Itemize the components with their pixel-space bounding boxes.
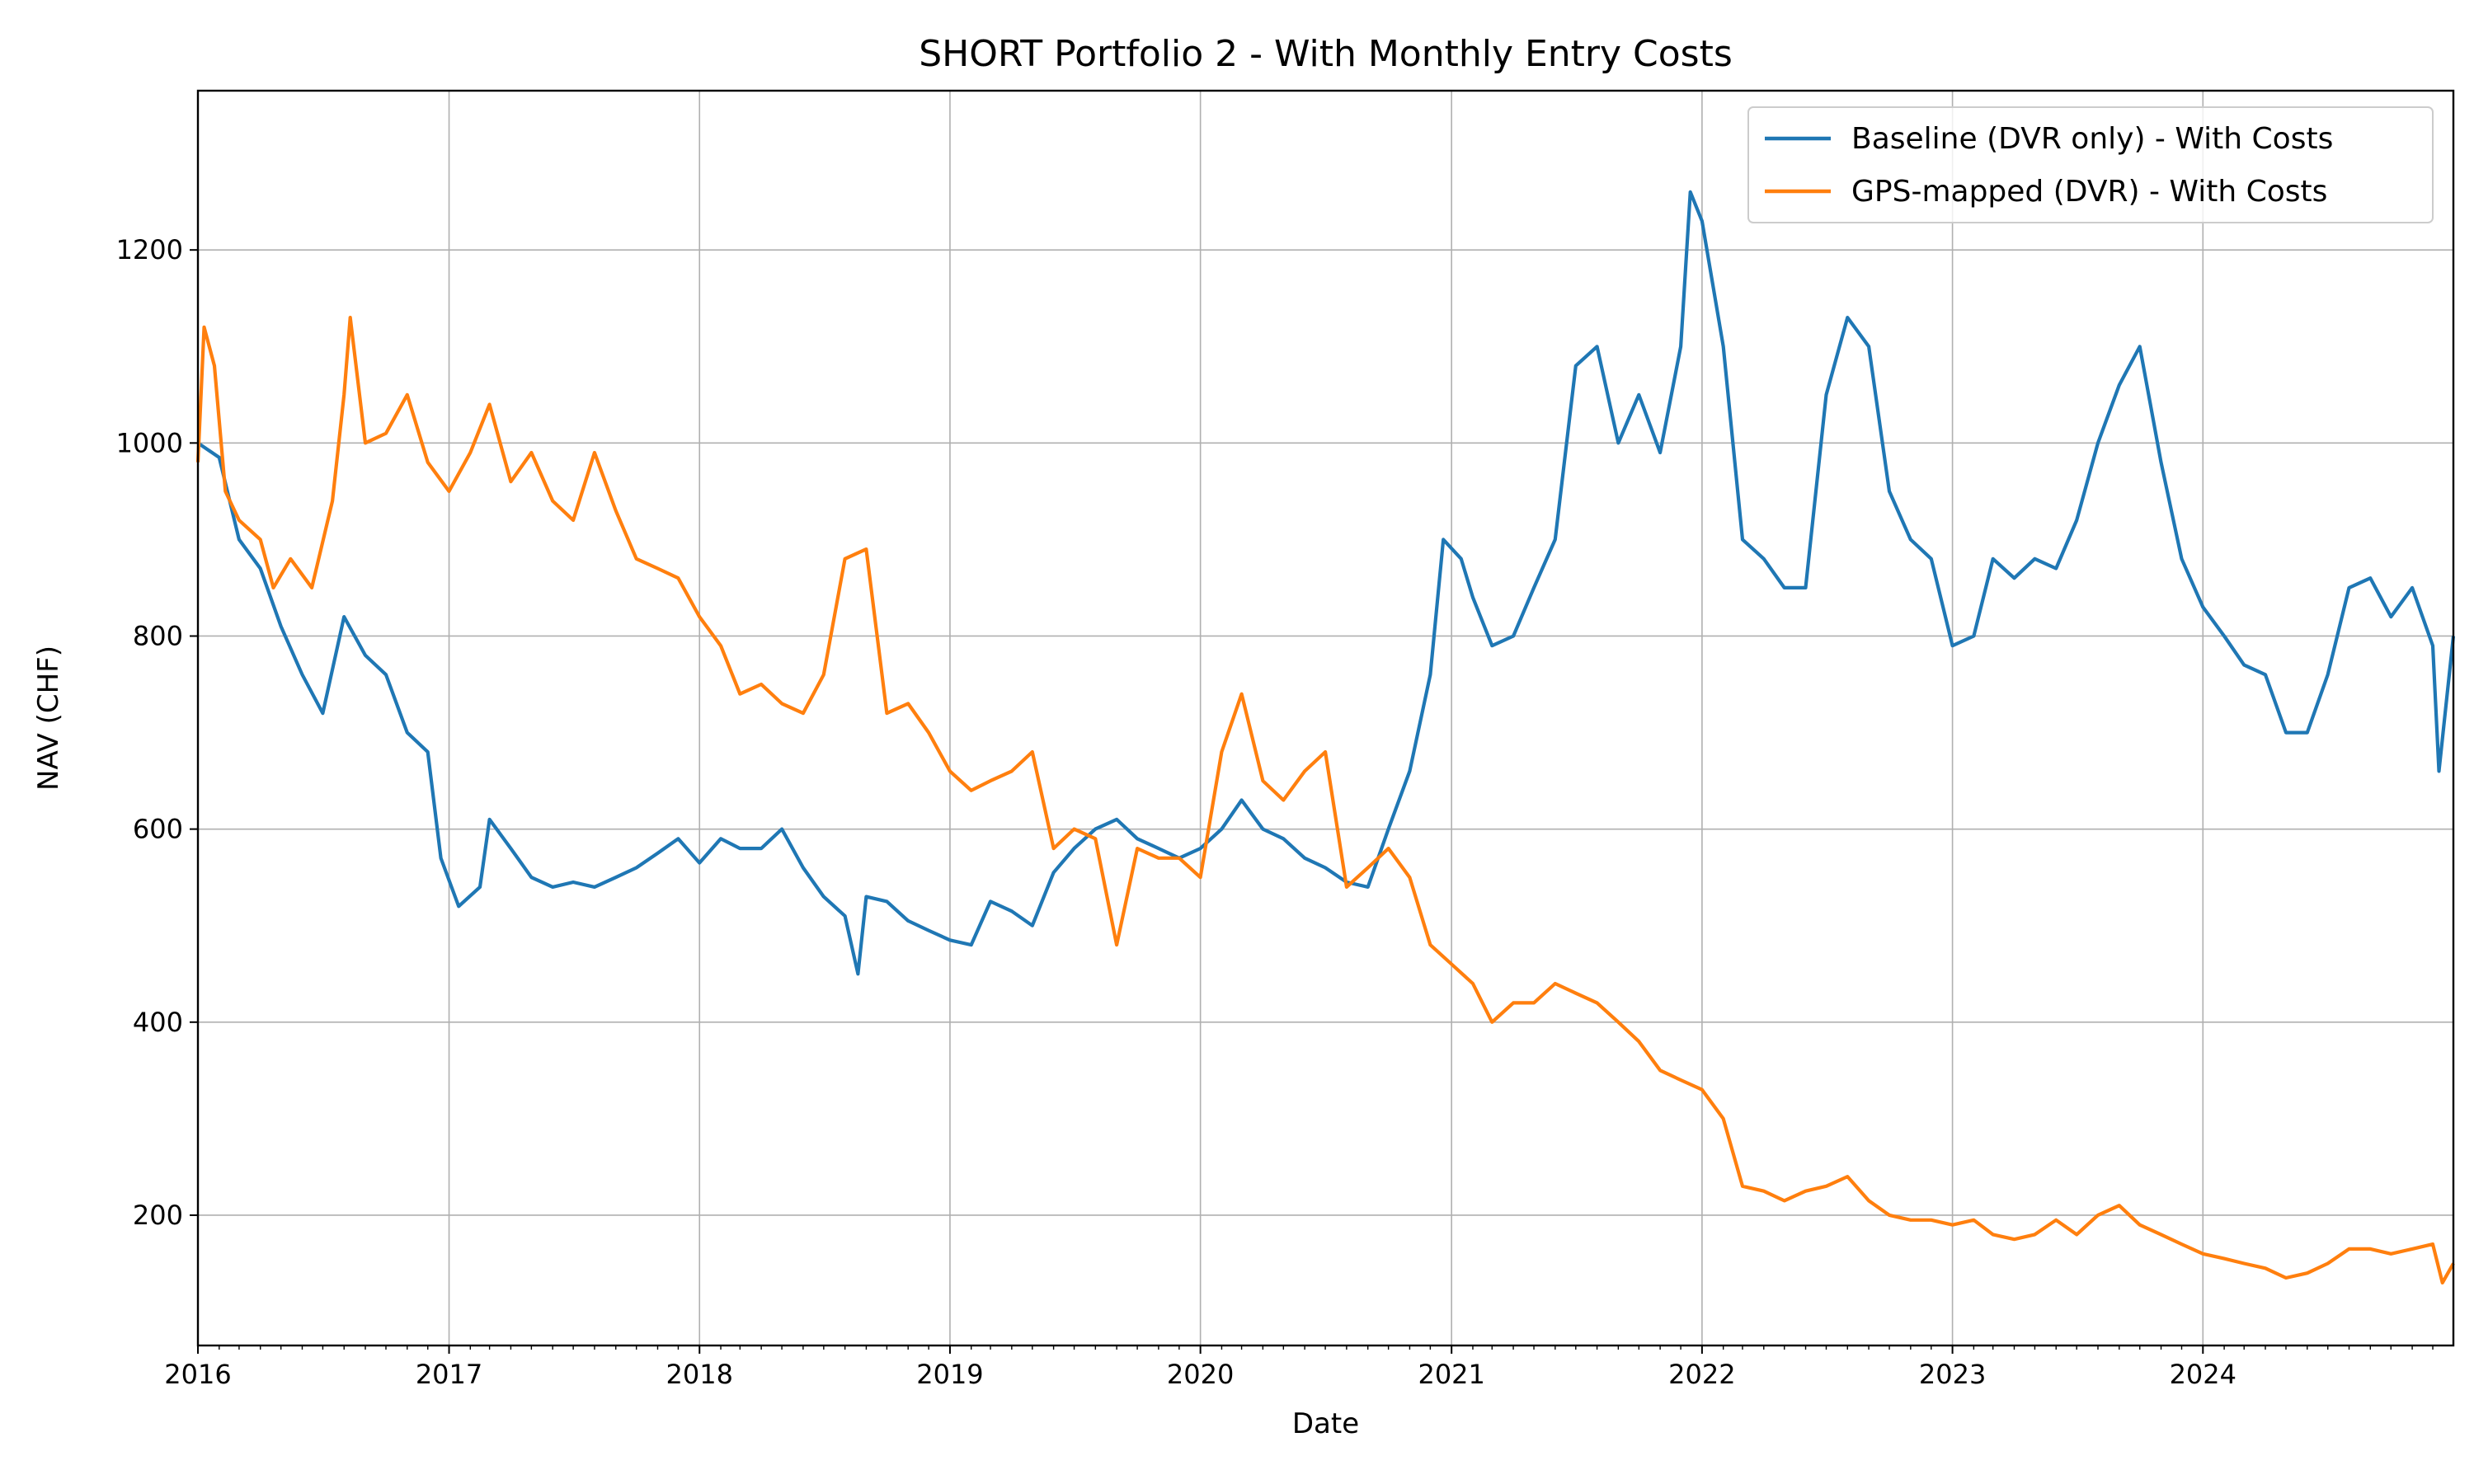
x-tick-label: 2019 [916,1359,983,1390]
x-tick-label: 2022 [1668,1359,1735,1390]
y-tick-label: 1000 [116,427,183,458]
legend-label-gps-mapped: GPS-mapped (DVR) - With Costs [1851,175,2327,209]
series-layer [195,190,2456,1284]
y-tick-label: 200 [133,1200,183,1231]
legend-label-baseline: Baseline (DVR only) - With Costs [1851,122,2333,156]
x-tick-label: 2016 [164,1359,231,1390]
series-line-baseline [196,190,2456,976]
x-tick-label: 2023 [1919,1359,1986,1390]
series-line-gps-mapped [195,316,2455,1284]
x-axis-label: Date [1292,1407,1359,1440]
x-tick-label: 2020 [1167,1359,1234,1390]
legend-box [1747,106,2434,223]
y-tick-label: 1200 [116,234,183,265]
chart-title: SHORT Portfolio 2 - With Monthly Entry C… [919,33,1733,75]
ticks-layer: 200 400 600 800 1000 1200 2016 2017 2018 2019 2020… [116,234,2434,1390]
x-tick-label: 2021 [1418,1359,1484,1390]
legend: Baseline (DVR only) - With Costs GPS-map… [1747,106,2434,223]
y-tick-label: 600 [133,814,183,845]
y-tick-label: 400 [133,1007,183,1038]
x-tick-label: 2024 [2170,1359,2236,1390]
y-tick-label: 800 [133,620,183,651]
y-axis-label: NAV (CHF) [32,646,65,791]
x-tick-label: 2017 [416,1359,482,1390]
x-tick-label: 2018 [666,1359,733,1390]
grid-layer [197,91,2453,1345]
